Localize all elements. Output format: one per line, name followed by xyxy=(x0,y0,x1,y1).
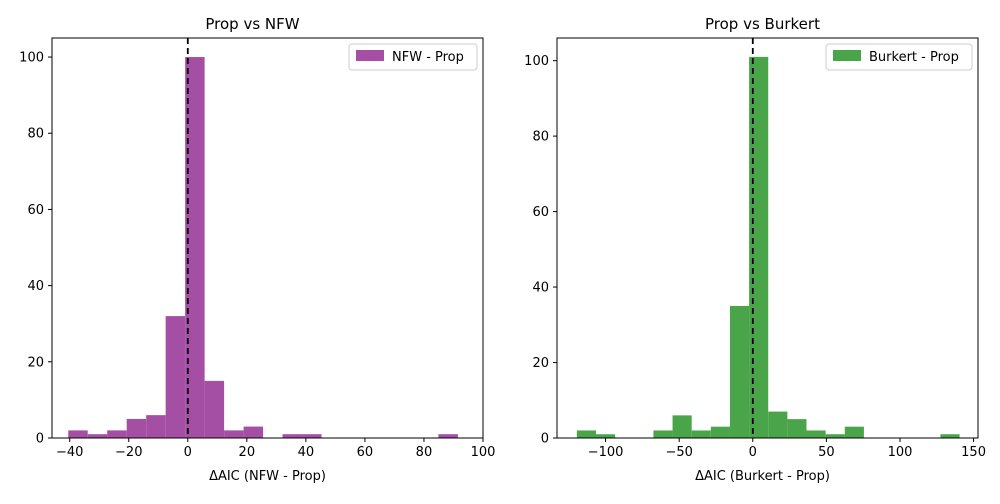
legend-label: Burkert - Prop xyxy=(869,50,959,65)
histogram-bar xyxy=(844,426,864,438)
y-tick-label: 60 xyxy=(532,205,549,220)
histogram-bar xyxy=(749,56,769,439)
histogram-bar xyxy=(787,419,807,438)
histogram-bar xyxy=(68,430,88,438)
histogram-bar xyxy=(243,426,264,438)
histogram-bar xyxy=(126,418,147,438)
y-tick-label: 20 xyxy=(532,356,549,371)
legend-swatch xyxy=(833,50,861,61)
histogram-bar xyxy=(146,415,166,438)
x-tick-label: 50 xyxy=(818,445,835,460)
histogram-bar xyxy=(596,434,616,438)
x-tick-label: −50 xyxy=(665,445,692,460)
y-axis-ticks: 0 20 40 60 80 100 xyxy=(524,54,557,447)
histogram-bar xyxy=(87,434,108,438)
histogram-bar xyxy=(185,57,205,439)
x-tick-label: 80 xyxy=(416,445,433,460)
x-tick-label: 40 xyxy=(298,445,315,460)
legend: Burkert - Prop xyxy=(825,43,973,71)
x-tick-label: 0 xyxy=(749,445,757,460)
histogram-bar xyxy=(282,434,303,438)
x-axis-ticks: −100 −50 0 50 100 150 xyxy=(588,438,986,460)
histogram-bar xyxy=(691,430,711,438)
x-tick-label: 100 xyxy=(888,445,913,460)
histogram-bar xyxy=(768,411,788,438)
histogram-bar xyxy=(672,415,692,438)
panel-prop-vs-burkert: Prop vs Burkert −100 −50 0 50 100 150 0 20 40 60… xyxy=(524,15,986,484)
histogram-bar xyxy=(165,316,186,438)
y-tick-label: 100 xyxy=(524,54,549,69)
chart-title: Prop vs NFW xyxy=(205,15,299,33)
y-tick-label: 40 xyxy=(532,281,549,296)
y-tick-label: 0 xyxy=(36,432,44,447)
legend-box xyxy=(825,43,973,71)
y-tick-label: 0 xyxy=(541,432,549,447)
x-tick-label: 20 xyxy=(239,445,256,460)
bars xyxy=(68,57,458,439)
chart-title: Prop vs Burkert xyxy=(705,15,820,33)
y-tick-label: 60 xyxy=(27,203,44,218)
x-axis-ticks: −40 −20 0 20 40 60 80 100 xyxy=(56,438,495,460)
y-tick-label: 20 xyxy=(27,355,44,370)
x-axis-label: ΔAIC (Burkert - Prop) xyxy=(695,469,830,484)
legend-swatch xyxy=(356,50,384,61)
histogram-bar xyxy=(825,434,845,438)
legend-label: NFW - Prop xyxy=(392,50,464,65)
histogram-bar xyxy=(710,426,730,438)
plot-frame xyxy=(556,37,979,439)
histogram-bar xyxy=(224,430,244,438)
y-tick-label: 80 xyxy=(27,127,44,142)
y-tick-label: 80 xyxy=(532,130,549,145)
y-tick-label: 100 xyxy=(19,51,44,66)
x-tick-label: 60 xyxy=(357,445,374,460)
x-axis-label: ΔAIC (NFW - Prop) xyxy=(209,469,326,484)
plot-frame xyxy=(51,37,484,439)
x-tick-label: 150 xyxy=(961,445,986,460)
x-tick-label: −20 xyxy=(115,445,142,460)
x-tick-label: −40 xyxy=(56,445,83,460)
histogram-bar xyxy=(302,434,322,438)
histogram-bar xyxy=(729,305,750,438)
y-tick-label: 40 xyxy=(27,279,44,294)
histogram-bar xyxy=(806,430,826,438)
x-tick-label: 0 xyxy=(184,445,192,460)
histogram-bar xyxy=(653,430,673,438)
histogram-bar xyxy=(107,430,127,438)
bars xyxy=(576,56,960,439)
histogram-bar xyxy=(940,434,960,438)
x-tick-label: −100 xyxy=(588,445,624,460)
histogram-bar xyxy=(438,434,458,438)
x-tick-label: 100 xyxy=(471,445,496,460)
histogram-bar xyxy=(576,430,597,438)
histogram-bar xyxy=(204,380,225,438)
legend: NFW - Prop xyxy=(348,43,478,71)
y-axis-ticks: 0 20 40 60 80 100 xyxy=(19,51,52,447)
panel-prop-vs-nfw: Prop vs NFW −40 −20 0 20 40 60 80 100 0 20 40 60 80… xyxy=(19,15,495,484)
